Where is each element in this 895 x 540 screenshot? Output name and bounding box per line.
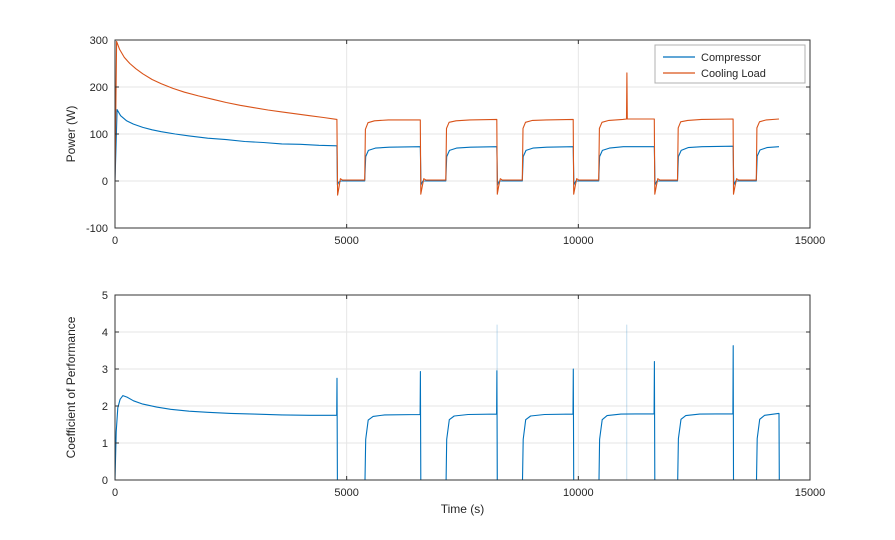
x-tick-label: 15000 bbox=[795, 487, 826, 499]
series-group bbox=[115, 40, 780, 196]
legend-box bbox=[654, 44, 806, 84]
series-line-cooling-load bbox=[115, 40, 780, 196]
cop-chart: 0 5000 10000 15000 0 1 2 3 4 5 Coefficient of Perf… bbox=[64, 290, 825, 516]
series-group bbox=[115, 324, 780, 480]
y-tick-label: 1 bbox=[102, 438, 108, 450]
x-tick-label: 0 bbox=[112, 235, 118, 247]
y-tick-label: 300 bbox=[90, 35, 108, 47]
y-tick-label: 5 bbox=[102, 290, 108, 302]
y-tick-label: 2 bbox=[102, 401, 108, 413]
x-tick-label: 0 bbox=[112, 487, 118, 499]
y-axis-label: Coefficient of Performance bbox=[64, 316, 78, 458]
x-axis-label: Time (s) bbox=[441, 502, 485, 516]
x-tick-label: 5000 bbox=[334, 487, 358, 499]
plot-area bbox=[115, 295, 810, 480]
series-line-cop bbox=[115, 345, 780, 480]
series-line-compressor bbox=[115, 109, 780, 186]
x-tick-label: 5000 bbox=[334, 235, 358, 247]
x-tick-label: 15000 bbox=[795, 235, 826, 247]
x-tick-label: 10000 bbox=[563, 487, 594, 499]
y-tick-label: 3 bbox=[102, 364, 108, 376]
legend: Compressor Cooling Load bbox=[654, 44, 806, 84]
power-chart: 0 5000 10000 15000 -100 0 100 200 300 Power (W) Co… bbox=[64, 35, 825, 247]
y-tick-label: 200 bbox=[90, 82, 108, 94]
legend-entry: Cooling Load bbox=[701, 68, 766, 80]
y-tick-label: 4 bbox=[102, 327, 108, 339]
y-tick-label: 100 bbox=[90, 129, 108, 141]
x-tick-label: 10000 bbox=[563, 235, 594, 247]
y-tick-label: 0 bbox=[102, 176, 108, 188]
axes-box bbox=[114, 294, 811, 481]
legend-entry: Compressor bbox=[701, 52, 761, 64]
y-axis-label: Power (W) bbox=[64, 106, 78, 163]
y-tick-label: -100 bbox=[86, 223, 108, 235]
y-tick-label: 0 bbox=[102, 475, 108, 487]
